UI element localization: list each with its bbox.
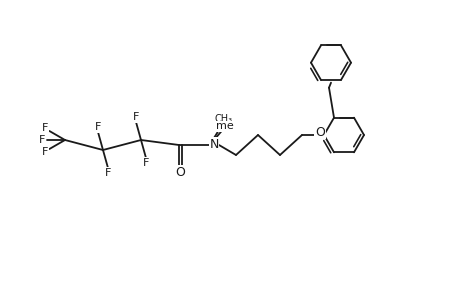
Text: F: F [42,123,49,133]
Text: F: F [95,122,101,132]
Text: O: O [175,166,185,178]
Text: F: F [105,168,111,178]
Text: CH₃: CH₃ [214,114,233,124]
Text: N: N [209,137,218,151]
Text: F: F [42,147,49,157]
Text: me: me [216,122,233,131]
Text: F: F [142,158,149,168]
Text: F: F [133,112,139,122]
Text: O: O [314,125,324,139]
Text: F: F [39,135,45,145]
